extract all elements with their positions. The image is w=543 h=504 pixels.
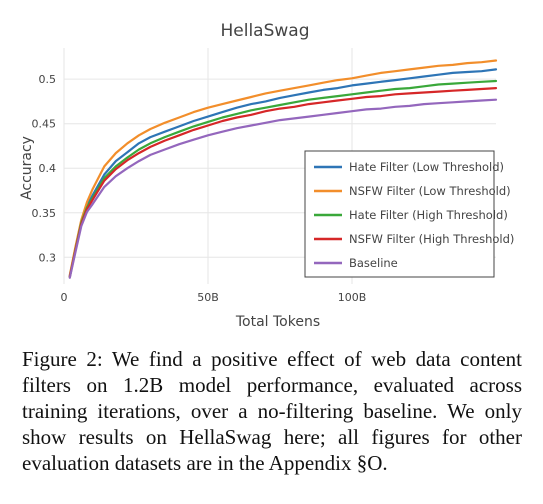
hellaswag-chart: 0.3 0.35 0.4 0.45 0.5 0 50B 100B HellaSwag Tota… xyxy=(19,21,514,330)
y-axis-label: Accuracy xyxy=(19,136,35,200)
legend-label-2: Hate Filter (High Threshold) xyxy=(349,208,508,222)
y-tick-label: 0.35 xyxy=(32,207,57,220)
x-tick-label: 50B xyxy=(197,291,219,304)
series-line-4 xyxy=(68,98,498,279)
y-tick-label: 0.3 xyxy=(39,251,57,264)
legend-label-0: Hate Filter (Low Threshold) xyxy=(349,160,504,174)
series-line-3 xyxy=(68,86,498,278)
y-tick-label: 0.45 xyxy=(32,118,57,131)
legend-label-4: Baseline xyxy=(349,256,398,270)
legend: Hate Filter (Low Threshold) NSFW Filter (… xyxy=(304,150,514,278)
x-tick-label: 100B xyxy=(338,291,367,304)
series-line-0 xyxy=(68,68,498,278)
chart-title: HellaSwag xyxy=(220,21,309,41)
axis-ticks: 0.3 0.35 0.4 0.45 0.5 0 50B 100B xyxy=(32,73,367,304)
series-line-1 xyxy=(68,59,498,277)
y-tick-label: 0.5 xyxy=(39,73,57,86)
legend-label-3: NSFW Filter (High Threshold) xyxy=(349,232,514,246)
series-lines xyxy=(68,59,498,279)
x-axis-label: Total Tokens xyxy=(235,314,320,330)
figure-caption: Figure 2: We find a positive effect of w… xyxy=(22,347,522,475)
y-tick-label: 0.4 xyxy=(39,162,57,175)
series-line-2 xyxy=(68,79,498,278)
x-tick-label: 0 xyxy=(61,291,68,304)
legend-label-1: NSFW Filter (Low Threshold) xyxy=(349,184,511,198)
